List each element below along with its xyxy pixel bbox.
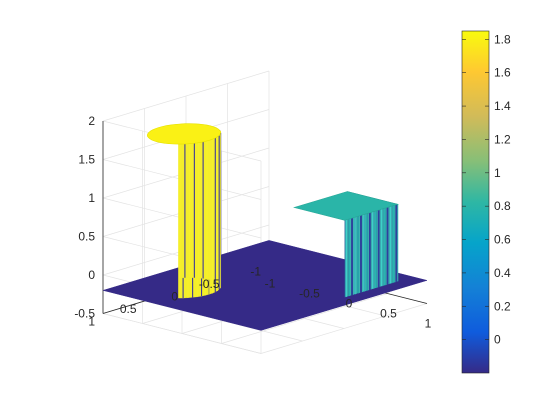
grid-line xyxy=(102,313,262,354)
colorbar-tick-label: 1 xyxy=(494,166,501,180)
colorbar: 0 0.2 0.4 0.6 0.8 1 1.2 1.4 1.6 1.8 xyxy=(461,30,511,374)
z-tick-labels: -0.5 0 0.5 1 1.5 2 xyxy=(74,114,95,321)
colorbar-scale xyxy=(461,30,490,374)
y-tick-label: -1 xyxy=(250,265,261,279)
x-tick-label: 1 xyxy=(425,317,432,331)
colorbar-tick-label: 0.2 xyxy=(494,299,511,313)
cylinder-side-facet xyxy=(194,123,199,279)
colorbar-tick-label: 1.2 xyxy=(494,132,511,146)
colorbar-tick-label: 0.8 xyxy=(494,199,511,213)
colorbar-ticks: 0 0.2 0.4 0.6 0.8 1 1.2 1.4 1.6 1.8 xyxy=(462,32,511,347)
cylinder-side-facet xyxy=(189,123,195,278)
x-tick-label: -1 xyxy=(265,277,276,291)
x-tick-label: 0.5 xyxy=(380,307,397,321)
colorbar-tick-label: 0.4 xyxy=(494,266,511,280)
colorbar-tick-label: 1.8 xyxy=(494,32,511,46)
y-tick-label: 1 xyxy=(88,315,95,329)
colorbar-tick-label: 0.6 xyxy=(494,233,511,247)
grid-line xyxy=(102,70,270,122)
y-tick-label: -0.5 xyxy=(199,277,220,291)
z-tick-label: 0.5 xyxy=(78,230,95,244)
x-tick-labels: -1 -0.5 0 0.5 1 xyxy=(265,277,432,331)
z-tick-label: 1 xyxy=(88,191,95,205)
z-tick-label: -0.5 xyxy=(74,307,95,321)
x-tick-label: -0.5 xyxy=(299,287,320,301)
colorbar-tick-label: 1.4 xyxy=(494,99,511,113)
surface-plot xyxy=(102,123,428,331)
cylinder-side-facet xyxy=(203,124,208,280)
box-top xyxy=(293,191,399,221)
y-tick-label: 0.5 xyxy=(120,302,137,316)
colorbar-tick-label: 1.6 xyxy=(494,66,511,80)
y-tick-labels: -1 -0.5 0 0.5 1 xyxy=(88,265,261,329)
cylinder-side-facet xyxy=(180,123,185,279)
x-tick-label: 0 xyxy=(346,297,353,311)
cylinder-side-facet xyxy=(184,123,190,278)
cylinder-side-facet xyxy=(198,123,204,279)
cylinder-top xyxy=(146,123,222,145)
z-tick-label: 2 xyxy=(88,114,95,128)
colorbar-tick-label: 0 xyxy=(494,333,501,347)
z-tick-label: 0 xyxy=(88,268,95,282)
z-tick-label: 1.5 xyxy=(78,153,95,167)
y-tick-label: 0 xyxy=(171,290,178,304)
